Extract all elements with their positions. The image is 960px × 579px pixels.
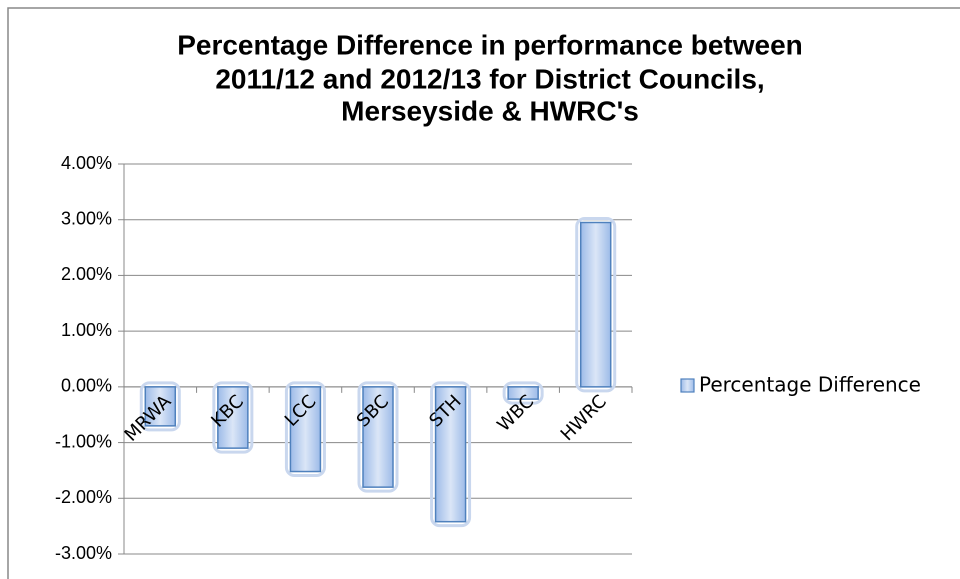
- bar: [144, 386, 177, 427]
- legend-swatch: [680, 378, 695, 393]
- bar-glow: [284, 381, 326, 478]
- bar-glow: [212, 381, 254, 454]
- bar-glow: [357, 381, 399, 493]
- bar-glow: [575, 217, 617, 393]
- y-tick-label: 2.00%: [61, 264, 112, 284]
- y-tick-label: 1.00%: [61, 320, 112, 340]
- y-tick-label: 4.00%: [61, 153, 112, 173]
- y-tick-label: -2.00%: [55, 487, 112, 507]
- chart-title: Percentage Difference in performance bet…: [177, 29, 803, 60]
- y-tick-label: -3.00%: [55, 543, 112, 563]
- legend-label: Percentage Difference: [699, 373, 921, 397]
- bar: [362, 386, 394, 488]
- chart-title: 2011/12 and 2012/13 for District Council…: [215, 63, 764, 94]
- chart-title: Merseyside & HWRC's: [341, 95, 639, 126]
- y-tick-label: 3.00%: [61, 208, 112, 228]
- bar-glow: [502, 381, 544, 405]
- bar-glow: [430, 381, 472, 528]
- bar: [289, 386, 322, 473]
- y-tick-label: 0.00%: [61, 376, 112, 396]
- bar: [579, 221, 612, 388]
- bar: [434, 386, 467, 523]
- bar: [507, 386, 539, 400]
- bar-glow: [139, 381, 181, 432]
- chart-frame: [7, 7, 960, 579]
- y-tick-label: -1.00%: [55, 431, 112, 451]
- bar: [217, 386, 249, 449]
